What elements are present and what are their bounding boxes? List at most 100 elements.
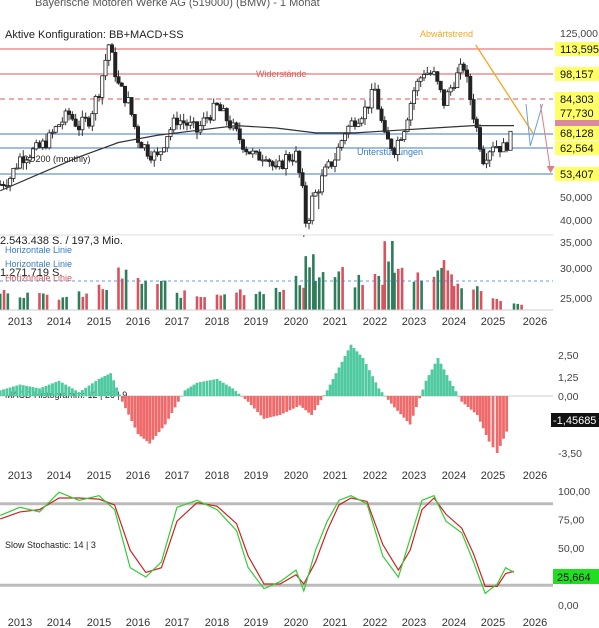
volume-bar — [450, 274, 453, 310]
candle-body — [438, 80, 443, 91]
macd-value-tag: -1,45685 — [553, 415, 596, 427]
macd-bar — [380, 392, 384, 396]
candle-body — [494, 146, 499, 148]
macd-bar — [448, 380, 452, 396]
macd-bar — [415, 396, 418, 408]
candle-body — [188, 121, 193, 126]
macd-bar — [386, 396, 390, 400]
legend-hline-1: Horizontale Linie — [5, 245, 72, 255]
macd-bar — [173, 396, 177, 408]
ma200-line — [0, 125, 514, 192]
x-tick-label-lower: 2014 — [47, 617, 71, 628]
candle-body — [119, 82, 124, 87]
volume-bar — [203, 297, 206, 310]
macd-bar — [189, 386, 193, 396]
macd-bar — [472, 396, 476, 413]
candle-body — [332, 159, 337, 167]
volume-bar — [432, 276, 436, 310]
candle-body — [339, 140, 344, 148]
x-tick-label-middle: 2025 — [481, 470, 505, 482]
x-tick-label-upper: 2021 — [323, 316, 347, 328]
macd-y-tick-label: 1,25 — [558, 372, 579, 384]
x-tick-label-lower: 2017 — [165, 617, 189, 628]
candle-body — [273, 165, 278, 168]
macd-bar — [215, 378, 219, 396]
macd-bar — [331, 378, 335, 396]
macd-y-tick-label: -3,50 — [558, 448, 582, 460]
macd-bar — [157, 396, 161, 433]
candle-body — [395, 140, 400, 155]
volume-bar — [242, 295, 246, 310]
candle-body — [477, 127, 482, 150]
candle-body — [435, 71, 440, 82]
x-tick-label-middle: 2022 — [363, 470, 387, 482]
volume-bar — [440, 267, 443, 310]
volume-bar — [512, 303, 516, 310]
candle-body — [17, 156, 22, 169]
volume-bar — [57, 299, 61, 310]
candle-body — [21, 156, 26, 164]
macd-bar — [454, 391, 458, 396]
volume-bar — [6, 293, 10, 310]
candle-body — [471, 99, 476, 120]
x-tick-label-lower: 2019 — [244, 617, 268, 628]
price-tag-label: 68,128 — [560, 128, 594, 140]
candle-body — [382, 120, 387, 133]
candle-body — [300, 172, 305, 187]
volume-bar — [254, 293, 258, 310]
candle-body — [267, 159, 272, 163]
volume-bar — [400, 267, 404, 310]
macd-bar — [460, 396, 464, 402]
price-tag-label: 62,564 — [560, 143, 594, 155]
candle-body — [287, 154, 292, 161]
candle-body — [428, 72, 433, 75]
x-tick-label-upper: 2013 — [8, 316, 32, 328]
candle-body — [425, 72, 430, 75]
macd-bar — [307, 396, 311, 413]
candle-body — [155, 151, 160, 156]
macd-bar — [234, 391, 238, 396]
macd-bar — [44, 385, 48, 396]
macd-bar — [421, 389, 425, 396]
macd-bar — [433, 363, 437, 396]
macd-bar — [368, 370, 371, 396]
candle-body — [221, 108, 226, 112]
volume-bar — [26, 292, 29, 310]
macd-bar — [364, 364, 368, 396]
candle-body — [497, 146, 502, 153]
macd-bar — [411, 396, 415, 416]
macd-bar — [355, 351, 359, 396]
macd-bar — [221, 382, 225, 396]
macd-bar — [31, 387, 35, 396]
candle-body — [204, 117, 209, 119]
candle-body — [30, 148, 35, 158]
macd-bar — [70, 388, 74, 396]
volume-bar — [140, 283, 144, 310]
macd-bar — [136, 396, 140, 434]
candle-body — [362, 106, 367, 120]
macd-bar — [476, 396, 479, 415]
volume-bar — [223, 294, 226, 310]
volume-bar — [357, 274, 361, 310]
candle-body — [161, 147, 166, 153]
volume-bar — [383, 241, 387, 310]
candle-body — [346, 125, 351, 135]
candle-body — [293, 150, 298, 162]
candle-body — [53, 126, 58, 133]
macd-bar — [15, 385, 19, 396]
candle-body — [329, 161, 334, 167]
macd-bar — [180, 396, 184, 397]
volume-bar — [163, 280, 167, 310]
chart-title: Bayerische Motoren Werke AG (519000) (BM… — [35, 0, 320, 9]
macd-bar — [313, 396, 317, 411]
candle-body — [250, 150, 255, 155]
x-tick-label-upper: 2016 — [126, 316, 150, 328]
candle-body — [158, 151, 163, 156]
candle-body — [110, 44, 115, 53]
macd-bar — [2, 389, 5, 396]
macd-bar — [212, 379, 216, 396]
macd-bar — [202, 381, 206, 396]
price-tag-label: 53,407 — [560, 169, 594, 181]
macd-bar — [298, 396, 302, 406]
price-tag-bg — [555, 92, 599, 106]
